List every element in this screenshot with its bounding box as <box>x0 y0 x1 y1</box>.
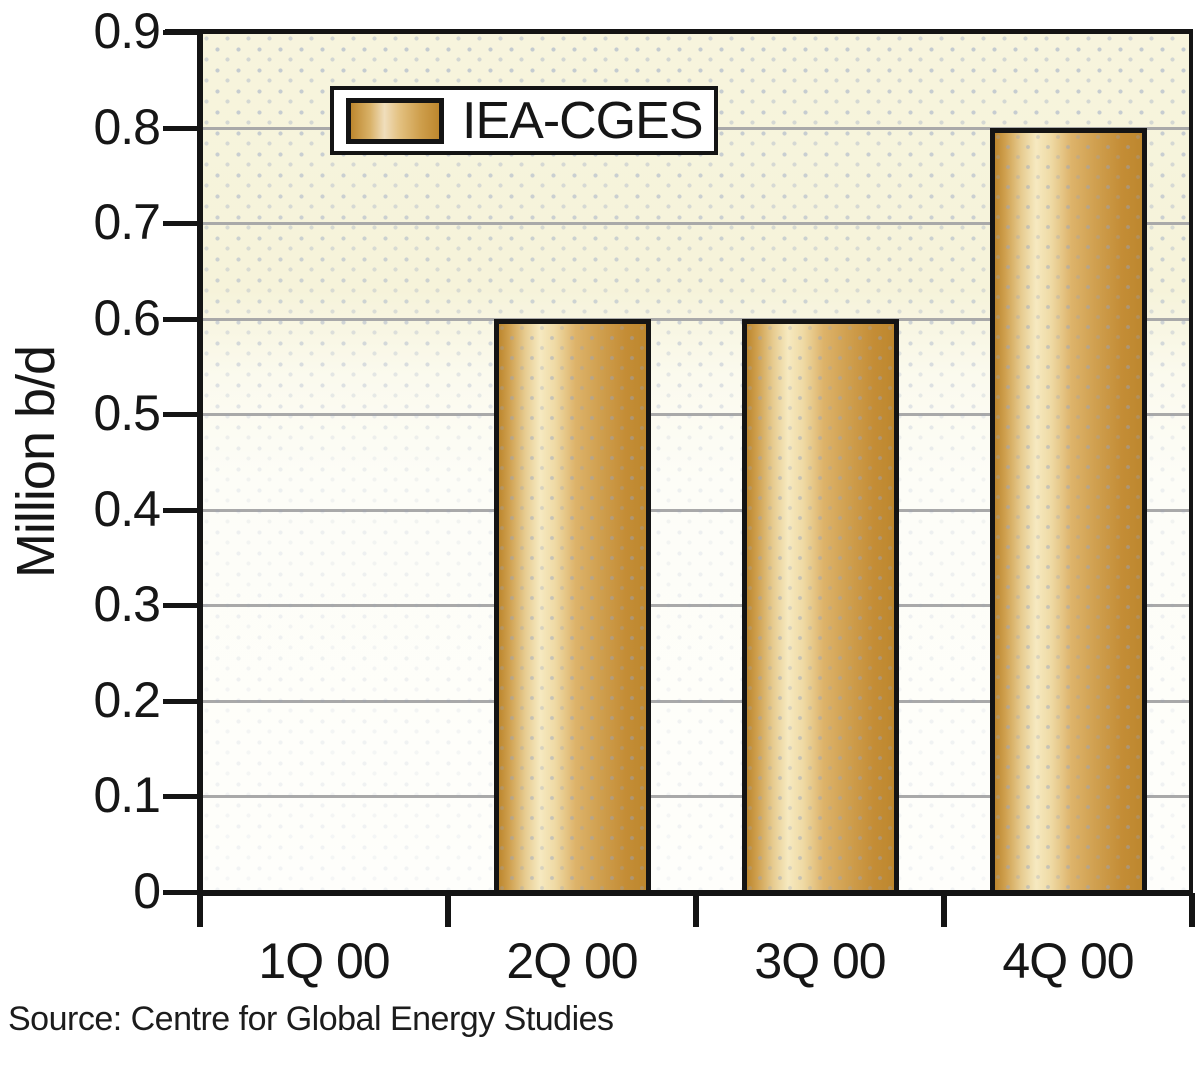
legend-label: IEA-CGES <box>462 91 703 150</box>
y-tick-mark <box>163 125 203 131</box>
y-tick-label: 0.3 <box>93 576 161 633</box>
y-tick-mark <box>163 221 203 227</box>
bar-3q-00 <box>741 318 899 895</box>
legend-swatch <box>346 97 444 144</box>
x-tick-label: 2Q 00 <box>506 933 638 989</box>
y-tick-label: 0.4 <box>93 480 161 537</box>
x-tick-mark <box>445 893 451 927</box>
x-tick-mark <box>1189 893 1195 927</box>
y-tick-mark <box>163 316 203 322</box>
gridline <box>203 222 1189 226</box>
plot-right-border <box>1189 34 1193 927</box>
y-tick-label: 0.8 <box>93 98 161 155</box>
y-tick-label: 0.1 <box>93 767 161 824</box>
y-tick-label: 0.9 <box>93 3 161 59</box>
y-tick-label: 0.7 <box>93 194 161 251</box>
y-axis-line <box>197 29 203 927</box>
y-tick-mark <box>163 30 203 35</box>
y-tick-mark <box>163 794 203 800</box>
bar-2q-00 <box>493 318 651 895</box>
y-tick-mark <box>163 507 203 513</box>
y-tick-label: 0.6 <box>93 289 161 346</box>
y-axis-title: Million b/d <box>6 345 66 579</box>
plot-top-border <box>165 29 1193 34</box>
y-tick-label: 0 <box>133 863 161 919</box>
gridline <box>203 413 1189 417</box>
bar-4q-00 <box>989 127 1147 895</box>
y-tick-mark <box>163 890 203 895</box>
source-note: Source: Centre for Global Energy Studies <box>8 1000 614 1038</box>
y-tick-mark <box>163 603 203 609</box>
gridline <box>203 604 1189 608</box>
y-tick-mark <box>163 412 203 418</box>
legend: IEA-CGES <box>330 86 718 155</box>
x-tick-mark <box>693 893 699 927</box>
x-tick-label: 3Q 00 <box>754 933 886 989</box>
gridline <box>203 508 1189 512</box>
x-tick-label: 1Q 00 <box>258 933 390 989</box>
gridline <box>203 699 1189 703</box>
gridline <box>203 795 1189 799</box>
x-tick-mark <box>941 893 947 927</box>
y-tick-label: 0.2 <box>93 671 161 728</box>
y-tick-mark <box>163 698 203 704</box>
y-tick-label: 0.5 <box>93 385 161 442</box>
x-tick-label: 4Q 00 <box>1002 933 1134 989</box>
gridline <box>203 317 1189 321</box>
